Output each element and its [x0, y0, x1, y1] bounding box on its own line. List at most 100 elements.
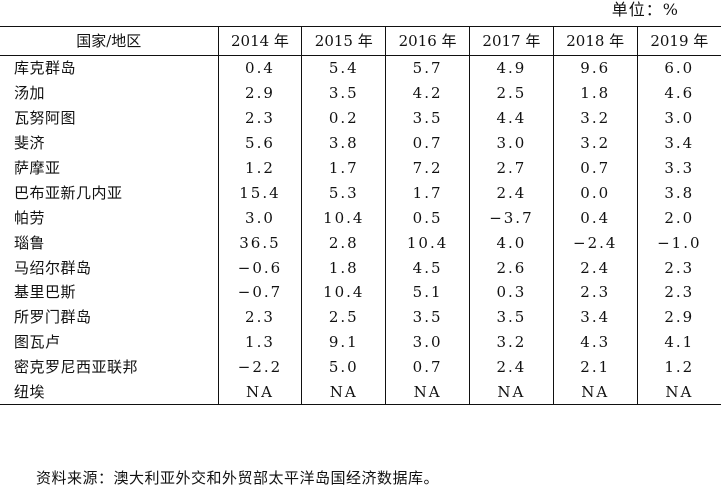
source-note: 资料来源：澳大利亚外交和外贸部太平洋岛国经济数据库。	[36, 469, 440, 487]
table-cell-value: 0.4	[218, 55, 303, 81]
table-cell-value: NA	[218, 379, 303, 406]
table-cell-value: 1.8	[553, 80, 638, 106]
column-header-region: 国家/地区	[0, 26, 219, 56]
table-row: 瑙鲁 36.5 2.8 10.4 4.0 −2.4 −1.0	[0, 230, 721, 256]
table-cell-value: −2.2	[218, 354, 303, 380]
table-cell-value: 4.9	[469, 55, 554, 81]
column-header-year: 2015 年	[301, 26, 387, 56]
table-cell-value: 5.4	[301, 55, 387, 81]
table-cell-value: 9.6	[553, 55, 638, 81]
table-cell-value: 3.0	[218, 205, 303, 231]
table-cell-value: 2.7	[469, 155, 554, 181]
table-cell-value: 3.8	[664, 183, 695, 202]
table-cell-value: 2.5	[469, 80, 554, 106]
table-body: 库克群岛 0.4 5.4 5.7 4.9 9.6 6.0 汤加 2.9 3.5 4.2 2.5 1.8 4…	[0, 55, 721, 406]
table-cell-value: 2.3	[218, 304, 303, 330]
table-row: 马绍尔群岛 −0.6 1.8 4.5 2.6 2.4 2.3	[0, 255, 721, 281]
table-header: 国家/地区 2014 年 2015 年 2016 年 2017 年 2018 年 2019 …	[0, 26, 721, 56]
table-cell-value: 3.0	[664, 109, 695, 128]
table-cell-value: 3.2	[469, 329, 554, 355]
table-row: 库克群岛 0.4 5.4 5.7 4.9 9.6 6.0	[0, 55, 721, 81]
table-cell-value: 7.2	[385, 155, 470, 181]
table-cell-value: 0.0	[553, 180, 638, 206]
table-cell-value: 3.5	[385, 304, 470, 330]
table-cell-value: 5.3	[301, 180, 387, 206]
table-cell-value: 4.5	[385, 255, 470, 281]
table-cell-value: 1.7	[385, 180, 470, 206]
table-cell-value: 2.5	[301, 304, 387, 330]
row-region-name: 帕劳	[0, 205, 219, 231]
table-cell-value: 3.3	[664, 159, 695, 177]
column-header-year: 2019 年	[637, 26, 721, 56]
column-header-year: 2018 年	[553, 26, 638, 56]
table-cell-value: 3.4	[664, 134, 695, 153]
table-cell-value: −0.7	[218, 280, 303, 305]
table-row: 基里巴斯 −0.7 10.4 5.1 0.3 2.3 2.3	[0, 280, 721, 305]
table-cell-value: 0.3	[469, 280, 554, 305]
table-cell-value: 1.3	[218, 329, 303, 355]
table-cell-value: 2.0	[664, 208, 695, 227]
table-cell-value: 10.4	[301, 280, 387, 305]
header-row: 国家/地区 2014 年 2015 年 2016 年 2017 年 2018 年 2019 …	[0, 26, 721, 56]
row-region-name: 所罗门群岛	[0, 304, 219, 330]
table-cell-value: 2.1	[553, 354, 638, 380]
row-region-name: 斐济	[0, 130, 219, 156]
table-row: 图瓦卢 1.3 9.1 3.0 3.2 4.3 4.1	[0, 329, 721, 355]
row-region-name: 瑙鲁	[0, 230, 219, 256]
table-cell-value: 1.2	[218, 155, 303, 181]
table-cell-value: 6.0	[664, 59, 695, 78]
table-row: 所罗门群岛 2.3 2.5 3.5 3.5 3.4 2.9	[0, 304, 721, 330]
table-cell-value: 2.9	[218, 80, 303, 106]
row-region-name: 瓦努阿图	[0, 105, 219, 131]
unit-label: 单位：%	[611, 0, 679, 19]
table-cell-value: −2.4	[553, 230, 638, 256]
table-cell-value: NA	[301, 379, 387, 406]
row-region-name: 萨摩亚	[0, 155, 219, 181]
table-cell-value: 4.3	[553, 329, 638, 355]
table-cell-value: 0.7	[385, 130, 470, 156]
table-cell-value: 3.0	[469, 130, 554, 156]
table-row: 密克罗尼西亚联邦 −2.2 5.0 0.7 2.4 2.1 1.2	[0, 354, 721, 380]
table-cell-value: 1.8	[301, 255, 387, 281]
column-header-year: 2014 年	[218, 26, 303, 56]
row-region-name: 基里巴斯	[0, 280, 219, 305]
table-cell-value: −3.7	[469, 205, 554, 231]
row-region-name: 纽埃	[0, 379, 219, 406]
table-cell-value: 5.1	[385, 280, 470, 305]
table-cell-value: 2.4	[553, 255, 638, 281]
table-cell-value: 0.7	[385, 354, 470, 380]
table-cell-value: 4.4	[469, 105, 554, 131]
table-row: 斐济 5.6 3.8 0.7 3.0 3.2 3.4	[0, 130, 721, 156]
table-cell-value: 9.1	[301, 329, 387, 355]
row-region-name: 巴布亚新几内亚	[0, 180, 219, 206]
table-row: 纽埃 NA NA NA NA NA NA	[0, 379, 721, 406]
table-cell-value: 10.4	[301, 205, 387, 231]
row-region-name: 马绍尔群岛	[0, 255, 219, 281]
table-cell-value: NA	[469, 379, 554, 406]
table-cell-value: 2.3	[218, 105, 303, 131]
table-cell-value: 3.2	[553, 105, 638, 131]
table-cell-value: 3.5	[385, 105, 470, 131]
table-row: 萨摩亚 1.2 1.7 7.2 2.7 0.7 3.3	[0, 155, 721, 181]
table-row: 瓦努阿图 2.3 0.2 3.5 4.4 3.2 3.0	[0, 105, 721, 131]
table-cell-value: 5.7	[385, 55, 470, 81]
table-cell-value: 10.4	[385, 230, 470, 256]
table-cell-value: 3.8	[301, 130, 387, 156]
column-header-year: 2017 年	[469, 26, 554, 56]
table-cell-value: 3.4	[553, 304, 638, 330]
row-region-name: 图瓦卢	[0, 329, 219, 355]
table-cell-value: 4.2	[385, 80, 470, 106]
table-cell-value: 4.1	[664, 333, 695, 352]
table-cell-value: 15.4	[218, 180, 303, 206]
table-cell-value: 0.4	[553, 205, 638, 231]
table-cell-value: 4.0	[469, 230, 554, 256]
table-cell-value: 1.7	[301, 155, 387, 181]
table-cell-value: 2.8	[301, 230, 387, 256]
table-cell-value: 2.9	[664, 308, 695, 327]
table-cell-value: 2.3	[664, 258, 695, 277]
table-cell-value: 3.0	[385, 329, 470, 355]
table-cell-value: NA	[553, 379, 638, 406]
table-cell-value: 4.6	[664, 84, 695, 103]
table-cell-value: NA	[637, 379, 721, 406]
row-region-name: 库克群岛	[0, 55, 219, 81]
